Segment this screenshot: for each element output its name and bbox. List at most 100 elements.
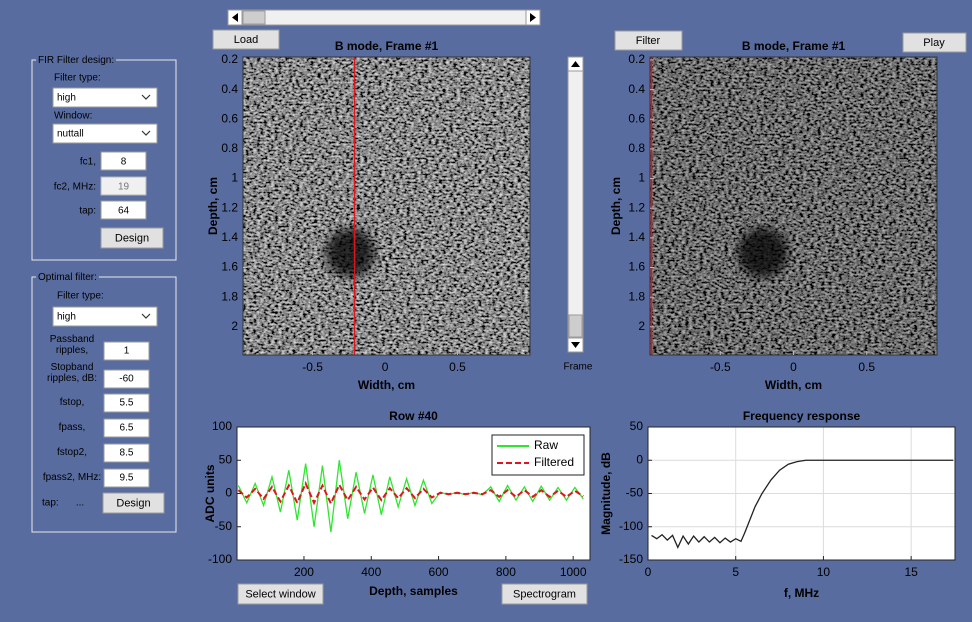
x-tick-label: -0.5 [710,360,731,374]
y-axis-label: ADC units [203,464,217,522]
field-label: tap: [79,206,96,217]
y-tick-label: 0.4 [628,82,645,96]
input-box [103,468,150,488]
input-value: 6.5 [120,423,134,434]
input-value: 8.5 [120,448,134,459]
chart-image: B mode, Frame #1 0.2 0.4 0.6 0.8 1 1.2 1.4 1.6 1.… [206,39,531,392]
y-tick-label: 0.2 [628,52,645,66]
filter-type-dropdown[interactable]: high [52,87,158,108]
fc1-input[interactable]: 8 [100,151,147,171]
frame-label: Frame [564,362,593,373]
field-label-text: fpass2, MHz: [42,472,102,483]
field-label: Filter type: [57,291,104,302]
bmode-image [243,57,530,355]
series-line [237,460,584,533]
y-tick-label: 1.8 [628,289,645,303]
x-tick-label: -0.5 [302,360,323,374]
y-tick-label: 50 [630,419,644,433]
field-input[interactable]: 1 [103,341,150,361]
filter-button[interactable]: Filter [614,30,683,51]
field-label: fstop2, [57,447,87,458]
x-tick-label: 400 [361,565,381,579]
button-label: Load [234,34,258,46]
input-box [103,341,150,361]
button-label: Design [115,232,149,244]
y-tick-label: 0.8 [628,141,645,155]
field-label-text: Passband ripples, [49,334,95,356]
optimal-fields: Passband ripples, 1 Stopband ripples, dB: -… [42,334,150,488]
optimal-filter-type-dropdown[interactable]: high [52,306,158,327]
lesion [737,227,788,278]
input-value: -60 [119,374,134,385]
load-button[interactable]: Load [212,29,280,50]
button-label: Play [923,37,945,49]
x-axis-label: f, MHz [784,586,819,600]
y-tick-label: 2 [231,319,238,333]
x-tick-label: 5 [732,565,739,579]
y-tick-label: 100 [212,419,232,433]
y-tick-label: 1 [638,171,645,185]
field-label-text: fpass, [58,422,86,433]
y-tick-label: 1.6 [221,260,238,274]
x-tick-label: 800 [496,565,516,579]
legend-label: Filtered [534,455,574,469]
input-value: 8 [121,157,127,168]
field-input[interactable]: 9.5 [103,468,150,488]
y-tick-label: -50 [626,486,644,500]
y-tick-label: 1.2 [221,200,238,214]
x-tick-label: 10 [817,565,831,579]
chart-line: Frequency response -150 -100 -50 0 50 0 5 10 15 f,… [599,409,956,600]
legend: Raw Filtered [491,434,585,476]
x-tick-label: 0.5 [858,360,875,374]
panel-title: Optimal filter: [38,272,97,283]
input-value: 1 [124,346,130,357]
field-input[interactable]: 5.5 [103,393,150,413]
field-label: fstop, [60,397,84,408]
field-input[interactable]: -60 [103,369,150,389]
y-axis-label: Depth, cm [206,177,220,235]
input-box [103,369,150,389]
y-tick-label: 1.6 [628,260,645,274]
y-tick-label: 1.4 [628,230,645,244]
y-axis-label: Depth, cm [609,177,623,235]
dropdown-value: high [57,312,76,323]
panel-title: FIR Filter design: [38,55,114,66]
lesion [325,228,375,278]
y-tick-label: 0 [225,486,232,500]
y-tick-label: -100 [208,552,232,566]
field-label: Stopband ripples, dB: [47,362,97,384]
series-line [651,459,954,549]
y-tick-label: 0.8 [221,141,238,155]
tap-input[interactable]: 64 [100,200,147,220]
legend-box [491,434,585,476]
field-label: tap: [42,498,59,509]
axes-frame [242,56,531,356]
button-label: Select window [245,588,315,600]
x-tick-label: 200 [294,565,314,579]
optimal-design-button[interactable]: Design [102,492,165,514]
y-tick-label: -150 [619,552,643,566]
x-tick-label: 0 [645,565,652,579]
optimal-panel: Optimal filter: Filter type: high Passba… [31,272,177,533]
fir-design-button[interactable]: Design [100,227,164,249]
fir-panel: FIR Filter design: Filter type: high Win… [31,55,177,261]
input-value: 5.5 [120,398,134,409]
x-tick-label: 1000 [560,565,587,579]
field-label: fc2, MHz: [54,182,96,193]
field-input[interactable]: 8.5 [103,443,150,463]
play-button[interactable]: Play [902,32,967,53]
chart-line: Row #40 Raw Filtered -100 -50 0 50 100 200 400 600… [203,409,591,598]
spectrogram-button[interactable]: Spectrogram [501,583,588,605]
frame-slider[interactable] [567,56,584,353]
select-window-button[interactable]: Select window [237,583,324,605]
chart-title: Row #40 [389,409,438,423]
x-tick-label: 15 [904,565,918,579]
y-tick-label: -50 [215,519,233,533]
series-line [237,481,584,506]
frame-scrollbar[interactable] [227,9,541,26]
field-input[interactable]: 6.5 [103,418,150,438]
button-label: Design [116,497,150,509]
field-label: Window: [54,111,92,122]
input-value: 9.5 [120,473,134,484]
window-dropdown[interactable]: nuttall [52,123,158,144]
